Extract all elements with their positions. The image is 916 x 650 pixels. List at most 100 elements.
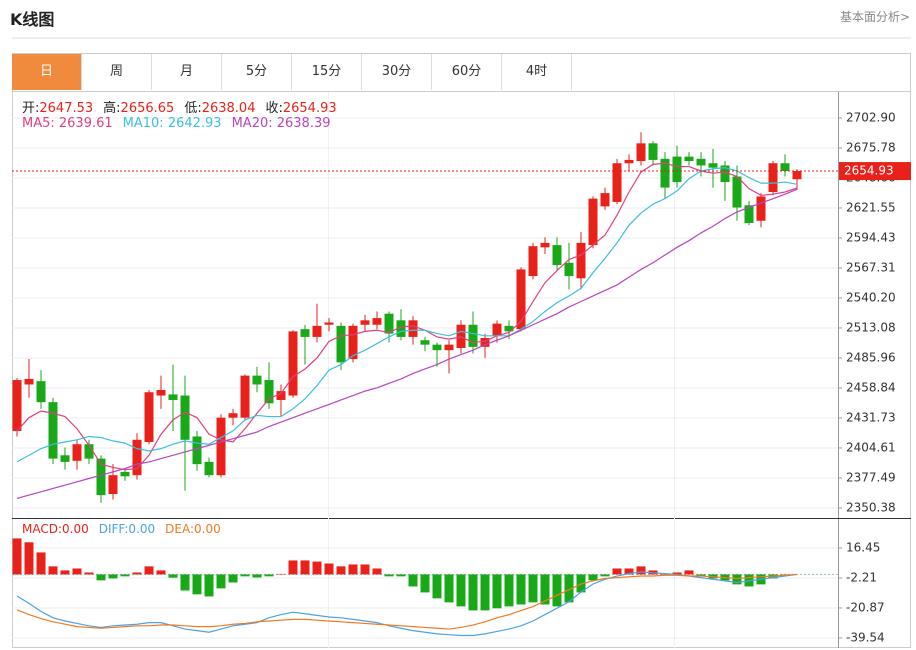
candle-body xyxy=(768,163,778,192)
legend-entry: MA10: 2642.93 xyxy=(122,116,222,131)
tab[interactable]: 60分 xyxy=(432,54,502,90)
macd-bar xyxy=(252,574,262,578)
macd-bar xyxy=(312,561,322,575)
macd-bar xyxy=(480,574,490,611)
macd-bar xyxy=(264,574,274,577)
macd-bar xyxy=(60,570,70,575)
macd-bar xyxy=(156,570,166,575)
macd-bar xyxy=(420,574,430,593)
macd-bar xyxy=(72,568,82,575)
y-tick-label: 16.45 xyxy=(846,540,880,554)
y-tick-label: -20.87 xyxy=(846,600,885,614)
macd-bar xyxy=(300,560,310,575)
candle-body xyxy=(672,156,682,183)
tab-bar: 日周月 5分 15分 30分 60分 4时 xyxy=(12,54,572,90)
macd-bar xyxy=(228,574,238,583)
candle-body xyxy=(780,163,790,171)
macd-bar xyxy=(396,574,406,577)
ohlc-label: 高: xyxy=(103,101,121,116)
macd-bar xyxy=(732,574,742,585)
tab[interactable]: 15分 xyxy=(292,54,362,90)
y-tick-label: -39.54 xyxy=(846,630,885,644)
candle-body xyxy=(240,375,250,418)
y-tick-label: 2675.78 xyxy=(846,140,896,154)
macd-bar xyxy=(120,574,130,577)
fundamental-link[interactable]: 基本面分析> xyxy=(839,10,910,24)
macd-bar xyxy=(288,560,298,575)
y-tick-label: 2404.61 xyxy=(846,440,896,454)
candle-body xyxy=(480,338,490,347)
macd-bar xyxy=(144,566,154,575)
macd-bar xyxy=(684,570,694,575)
candle-body xyxy=(564,262,574,277)
legend-entry: MACD:0.00 xyxy=(22,522,89,536)
candle-body xyxy=(324,322,334,325)
tab[interactable]: 周 xyxy=(82,54,152,90)
current-price-box xyxy=(839,162,911,181)
y-tick-label: 2458.84 xyxy=(846,380,896,394)
candle-body xyxy=(408,320,418,337)
tab[interactable]: 5分 xyxy=(222,54,292,90)
macd-bar xyxy=(180,574,190,591)
tab[interactable]: 月 xyxy=(152,54,222,90)
candle-body xyxy=(168,394,178,400)
candle-body xyxy=(192,436,202,465)
legend-entry: DEA:0.00 xyxy=(165,522,221,536)
macd-bar xyxy=(468,574,478,611)
y-tick-label: 2594.43 xyxy=(846,230,896,244)
candle-body xyxy=(708,163,718,168)
candle-body xyxy=(24,378,34,385)
y-tick-label: 2350.38 xyxy=(846,500,896,514)
macd-bar xyxy=(624,568,634,575)
tab[interactable]: 日 xyxy=(12,54,82,90)
candle-body xyxy=(96,458,106,496)
macd-bar xyxy=(372,568,382,575)
candle-body xyxy=(792,171,802,180)
macd-bar xyxy=(588,574,598,581)
candle-body xyxy=(444,344,454,351)
candle-body xyxy=(600,193,610,207)
ma-line xyxy=(16,167,798,463)
candle-body xyxy=(684,156,694,162)
candle-body xyxy=(660,158,670,188)
legend-entry: MA20: 2638.39 xyxy=(231,116,331,131)
tab[interactable]: 30分 xyxy=(362,54,432,90)
ohlc-label: 收: xyxy=(265,101,283,116)
ma-line xyxy=(16,188,798,499)
y-tick-label: 2513.08 xyxy=(846,320,896,334)
candle-body xyxy=(312,325,322,337)
candle-body xyxy=(612,163,622,202)
candle-body xyxy=(48,402,58,459)
macd-bar xyxy=(48,566,58,575)
candle-body xyxy=(732,176,742,208)
ohlc-item: 低:2638.04 xyxy=(184,101,255,116)
candle-body xyxy=(156,390,166,396)
macd-bar xyxy=(348,564,358,575)
macd-bar xyxy=(612,568,622,575)
candle-body xyxy=(132,439,142,476)
candle-body xyxy=(744,205,754,223)
candle-body xyxy=(228,413,238,418)
candle-body xyxy=(696,158,706,166)
ohlc-item: 开:2647.53 xyxy=(22,101,93,116)
ma-line xyxy=(16,162,798,471)
candle-body xyxy=(108,475,118,494)
macd-bar xyxy=(444,574,454,603)
ma-legend: MA5: 2639.61 MA10: 2642.93 MA20: 2638.39 xyxy=(22,116,341,131)
macd-bar xyxy=(324,563,334,575)
candle-body xyxy=(348,325,358,360)
macd-bar xyxy=(432,574,442,599)
candle-body xyxy=(588,198,598,246)
candle-body xyxy=(144,392,154,442)
macd-bar xyxy=(600,574,610,577)
macd-bar xyxy=(36,552,46,575)
candle-body xyxy=(432,344,442,351)
candle-body xyxy=(12,380,22,431)
candle-body xyxy=(300,329,310,337)
ohlc-legend: 开:2647.53 高:2656.65 低:2638.04 收:2654.93 xyxy=(22,97,347,116)
ohlc-label: 低: xyxy=(184,101,202,116)
tab[interactable]: 4时 xyxy=(502,54,572,90)
legend-entry: DIFF:0.00 xyxy=(98,522,156,536)
ohlc-value: 2656.65 xyxy=(120,101,175,116)
